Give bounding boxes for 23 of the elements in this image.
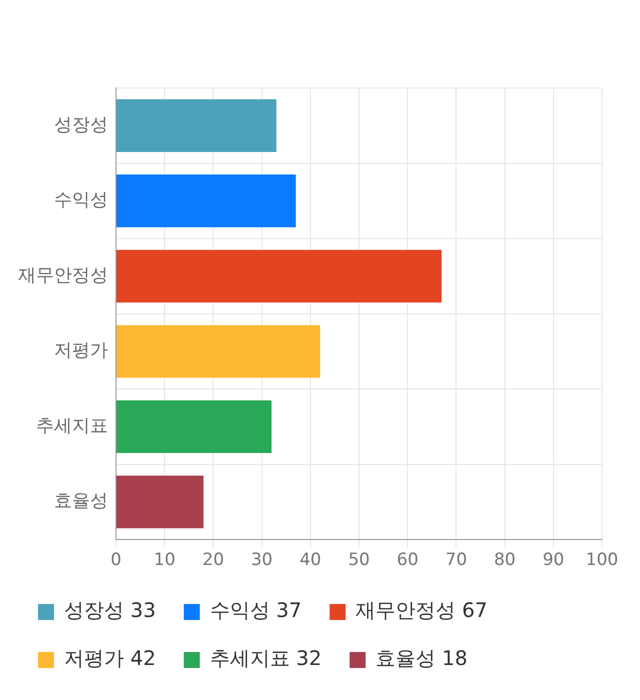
legend-label: 성장성 33 [64, 598, 156, 622]
x-tick-label: 10 [154, 550, 176, 570]
x-tick-label: 20 [202, 550, 224, 570]
y-tick-label: 성장성 [54, 114, 108, 136]
x-tick-label: 70 [445, 550, 468, 570]
legend-label: 재무안정성 67 [356, 598, 488, 622]
y-tick-label: 저평가 [54, 340, 108, 362]
x-tick-label: 90 [542, 550, 564, 570]
legend-label: 효율성 18 [376, 646, 468, 670]
x-tick-label: 80 [494, 550, 516, 570]
legend-label: 추세지표 32 [210, 646, 322, 670]
x-tick-label: 40 [300, 550, 322, 570]
y-tick-label: 추세지표 [36, 415, 108, 436]
legend-label: 저평가 42 [64, 646, 156, 670]
x-tick-label: 50 [348, 550, 370, 570]
x-tick-label: 0 [110, 550, 122, 570]
y-tick-label: 효율성 [54, 490, 108, 512]
y-tick-label: 재무안정성 [18, 264, 108, 286]
x-tick-label: 60 [396, 550, 418, 570]
x-tick-label: 100 [586, 550, 618, 570]
y-tick-label: 수익성 [54, 190, 108, 211]
x-tick-label: 30 [250, 550, 273, 570]
legend-label: 수익성 37 [210, 598, 302, 622]
